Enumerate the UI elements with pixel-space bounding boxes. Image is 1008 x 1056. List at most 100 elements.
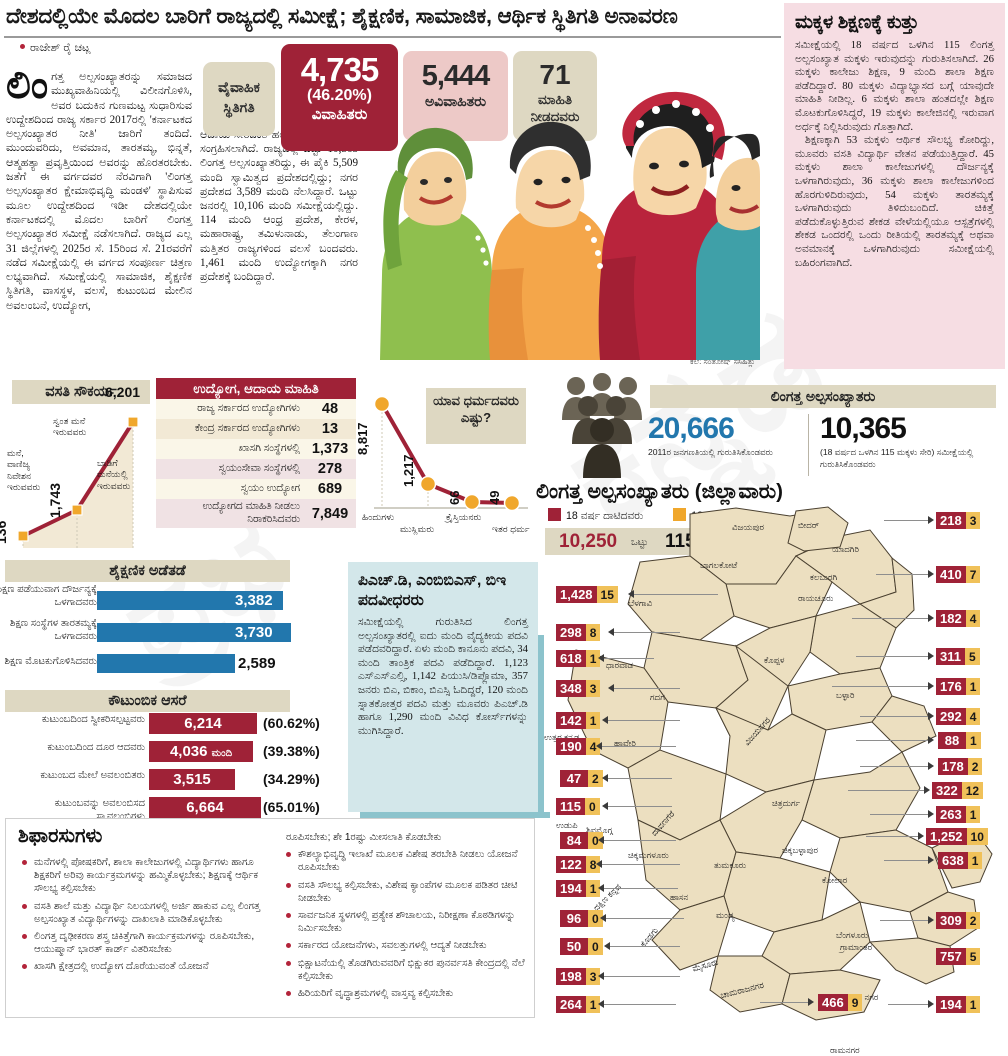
- leader-line: [604, 658, 654, 659]
- pill-adult: 182: [936, 610, 966, 627]
- pill-child: 1: [585, 712, 601, 729]
- family-bar-row: ಕುಟುಂಬವನ್ನು ಅವಲಂಬಿಸದ ಸ್ವಾವಲಂಬಿಗಳು 6,664 …: [5, 796, 320, 830]
- page-title: ದೇಶದಲ್ಲಿಯೇ ಮೊದಲ ಬಾರಿಗೆ ರಾಜ್ಯದಲ್ಲಿ ಸಮೀಕ್ಷ…: [6, 4, 678, 28]
- district-pill-raichur: 311 5: [936, 648, 980, 665]
- children-education-panel: ಮಕ್ಕಳ ಶಿಕ್ಷಣಕ್ಕೆ ಕುತ್ತು ಸಮೀಕ್ಷೆಯಲ್ಲಿ 18 …: [784, 3, 1005, 369]
- leader-line: [604, 976, 680, 977]
- family-bar-row: ಕುಟುಂಬದಿಂದ ದೂರ ಆದವರು 4,036 ಮಂದಿ (39.38%): [5, 740, 320, 768]
- map-label-chikkaballapura: ಚಿಕ್ಕಬಳ್ಳಾಪುರ: [782, 845, 819, 855]
- table-row: ಕೇಂದ್ರ ಸರ್ಕಾರದ ಉದ್ಯೋಗಿಗಳು 13: [156, 419, 356, 439]
- map-label-kolar: ಕೋಲಾರ: [822, 875, 848, 885]
- pill-adult: 88: [938, 732, 966, 749]
- list-item: ವಸತಿ ಶಾಲೆ ಮತ್ತು ವಿದ್ಯಾರ್ಥಿ ನಿಲಯಗಳಲ್ಲಿ ಅರ…: [22, 900, 280, 926]
- education-bar-row: ಶಿಕ್ಷಣ ಸಂಸ್ಥೆಗಳ ತಾರತಮ್ಯಕ್ಕೆ ಒಳಗಾದವರು 3,7…: [5, 616, 291, 650]
- religion-value-3: 49: [487, 490, 502, 505]
- district-pill-tumakuru: 322 12: [932, 782, 984, 799]
- leader-line: [880, 920, 930, 921]
- nodata-count: 71: [539, 59, 571, 90]
- arrow-icon: [808, 998, 814, 1006]
- pill-child: 1: [966, 732, 981, 749]
- district-pill-haveri: 190 4: [556, 738, 601, 755]
- arrow-icon: [598, 884, 604, 892]
- arrow-icon: [928, 652, 934, 660]
- arrow-icon: [928, 916, 934, 924]
- map-label-belagavi: ಬೆಳಗಾವಿ: [628, 598, 653, 608]
- district-pill-gadag: 142 1: [556, 712, 601, 729]
- employment-value-4: 689: [317, 481, 343, 497]
- district-pill-udupi: 84 0: [560, 832, 603, 849]
- district-pill-kalaburagi: 410 7: [936, 566, 981, 583]
- family-percent-0: (60.62%): [263, 715, 320, 731]
- unmarried-label: ಅವಿವಾಹಿತರು: [424, 93, 487, 109]
- map-label-raichur: ರಾಯಚೂರು: [798, 593, 834, 603]
- family-percent-3: (65.01%): [263, 799, 320, 815]
- arrow-icon: [928, 516, 934, 524]
- district-pill-mysuru: 264 1: [556, 996, 601, 1013]
- pill-child: 0: [588, 910, 603, 927]
- leader-line: [604, 1004, 676, 1005]
- district-pill-vijayanagara: 292 4: [936, 708, 981, 725]
- religion-chart: ಯಾವ ಧರ್ಮದವರು ಎಷ್ಟು? 8,817 1,217 66 49 ಹಿ…: [355, 378, 535, 548]
- pill-adult: 638: [938, 852, 968, 869]
- illustration-credit: ಕಲೆ: ಸಂತೋಷ್ ಸಸಿಹಿತ್ಲು: [690, 357, 756, 366]
- religion-value-0: 8,817: [355, 422, 370, 455]
- housing-chart: ವಸತಿ ಸೌಕರ್ಯ ಮನೆ, ವಾಣಿಜ್ಯ ನಿವೇಶನ ಇರುವವರು …: [0, 380, 155, 548]
- leader-line: [866, 836, 922, 837]
- map-label-udupi: ಉಡುಪಿ: [556, 820, 578, 830]
- pill-adult: 50: [560, 938, 588, 955]
- gender-minority-bar-title: ಲಿಂಗತ್ತ ಅಲ್ಪಸಂಖ್ಯಾತರು: [650, 385, 996, 408]
- census-count: 20,666: [648, 412, 735, 445]
- leader-line: [856, 656, 930, 657]
- pill-adult: 311: [936, 648, 965, 665]
- arrow-icon: [928, 762, 934, 770]
- pill-adult: 176: [936, 678, 966, 695]
- district-pill-kolar: 263 1: [936, 806, 981, 823]
- bullet-icon: [22, 964, 27, 970]
- religion-chart-plot: [373, 395, 528, 512]
- pill-child: 3: [585, 680, 601, 697]
- pill-child: 3: [965, 512, 981, 529]
- arrow-icon: [602, 716, 608, 724]
- leader-line: [608, 778, 672, 779]
- header-divider: [4, 36, 781, 38]
- map-label-chikkamagaluru: ಚಿಕ್ಕಮಗಳೂರು: [628, 850, 669, 860]
- married-label: ವಿವಾಹಿತರು: [311, 106, 368, 123]
- pill-adult: 348: [556, 680, 586, 697]
- pill-child: 0: [588, 938, 603, 955]
- employment-label-2: ಖಾಸಗಿ ಸಂಸ್ಥೆಗಳಲ್ಲಿ: [238, 442, 300, 454]
- pill-adult: 618: [556, 650, 586, 667]
- phd-panel-shadow: [360, 812, 550, 818]
- bullet-icon: [286, 960, 291, 966]
- list-item: ಹಿರಿಯರಿಗೆ ವೃದ್ಧಾಶ್ರಮಗಳಲ್ಲಿ ವಾಸ್ತವ್ಯ ಕಲ್ಪ…: [286, 987, 534, 1000]
- education-value-1: 3,730: [235, 624, 273, 641]
- phd-panel-shadow-2: [538, 635, 544, 815]
- arrow-icon: [598, 1000, 604, 1008]
- list-item: ಖಾಸಗಿ ಕ್ಷೇತ್ರದಲ್ಲಿ ಉದ್ಯೋಗ ದೊರೆಯುವಂತೆ ಯೋಜ…: [22, 960, 280, 973]
- arrow-icon: [928, 856, 934, 864]
- pill-child: 1: [585, 996, 601, 1013]
- infographic-page: ಕನ್ನಡ ಪ್ರಭ ದೇಶದಲ್ಲಿಯೇ ಮೊದಲ ಬಾರಿಗೆ ರಾಜ್ಯದ…: [0, 3, 1005, 1055]
- pill-child: 5: [964, 648, 980, 665]
- byline: ರಾಜೇಶ್ ರೈ ಚಟ್ಲ: [20, 42, 91, 55]
- marital-status-label: ವೈವಾಹಿಕ ಸ್ಥಿತಿಗತಿ: [203, 62, 275, 136]
- list-item: ಭಿಕ್ಷಾಟನೆಯಲ್ಲಿ ತೊಡಗಿರುವವರಿಗೆ ಭಿಕ್ಷುಕರ ಪು…: [286, 957, 534, 983]
- pill-adult: 322: [932, 782, 962, 799]
- map-label-koppala: ಕೊಪ್ಪಳ: [764, 655, 785, 665]
- housing-category-1: ಸ್ವಂತ ಮನೆ ಇರುವವರು: [53, 416, 87, 438]
- bullet-icon: [286, 913, 291, 919]
- employment-label-4: ಸ್ವಯಂ ಉದ್ಯೋಗ: [240, 482, 300, 494]
- district-pill-vijayapura: 1,428 15: [556, 586, 618, 603]
- leader-line: [634, 594, 718, 595]
- employment-label-0: ರಾಜ್ಯ ಸರ್ಕಾರದ ಉದ್ಯೋಗಿಗಳು: [197, 402, 300, 414]
- education-bar-2: [97, 654, 235, 673]
- list-item: ಲಿಂಗತ್ತ ದೃಢೀಕರಣ ಶಸ್ತ್ರ ಚಿಕಿತ್ತೆಗಾಗಿ ಕಾರ್…: [22, 930, 280, 956]
- family-bar-1: 4,036 ಮಂದಿ: [149, 741, 253, 762]
- education-label-2: ಶಿಕ್ಷಣ ಮೊಟಕುಗೊಳಿಸಿದವರು: [4, 656, 97, 667]
- drop-cap: ಲಿಂ: [6, 64, 49, 107]
- pill-child: 8: [585, 624, 601, 641]
- pill-adult: 1,252: [926, 828, 967, 845]
- total-adult: 10,250: [559, 531, 618, 552]
- leader-line: [888, 1004, 930, 1005]
- map-label-vijayapura: ವಿಜಯಪುರ: [732, 522, 765, 532]
- pill-child: 2: [588, 770, 603, 787]
